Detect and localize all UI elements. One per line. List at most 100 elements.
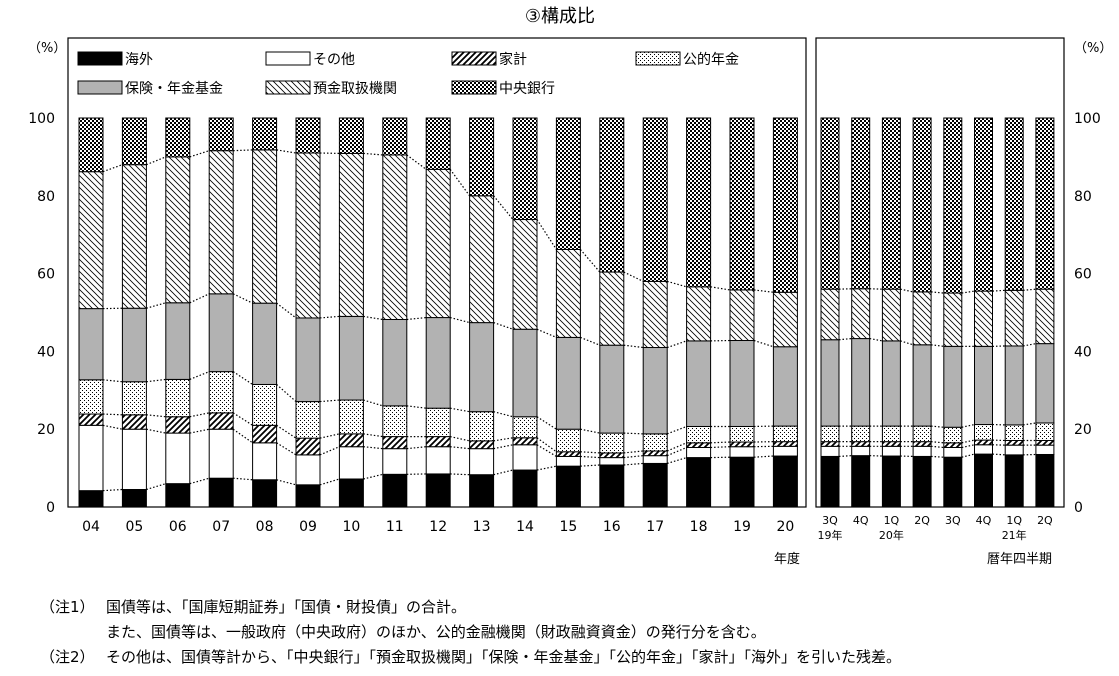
x-tick-fy-5: 09 [299,519,317,535]
connector-18-4 [869,337,883,342]
bar-fy13-9-seg-1 [469,448,495,476]
bar-q1Q-6-seg-6 [1004,117,1024,291]
connector-21-2 [961,439,975,444]
bar-fy04-0-seg-2 [78,413,104,426]
bar-fy18-14-seg-0 [686,457,712,508]
connector-12-3 [623,432,644,435]
legend-label-2: 家計 [499,51,527,68]
legend-swatch-2 [451,51,497,66]
bar-fy13-9-seg-5 [469,195,495,324]
bar-q1Q-6-seg-2 [1004,439,1024,446]
bar-fy12-8-seg-0 [425,473,451,508]
bar-fy06-2-seg-2 [165,416,191,434]
bar-q3Q-4-seg-6 [943,117,963,294]
bar-q2Q-7-seg-0 [1035,453,1055,508]
quarterly-panel-frame [815,37,1065,508]
bar-fy08-4-seg-0 [252,479,278,508]
note-2-label: （注2） [40,648,95,666]
x-axis-quarterly: 3Q 4Q 1Q 2Q 3Q 4Q 1Q 2Q 19年 20年 21年 [818,514,1054,542]
connector-2-1 [189,428,210,434]
connector-8-0 [450,473,470,476]
connector-5-4 [319,315,340,319]
bar-fy11-7-seg-5 [382,154,408,321]
bar-fy11-7-seg-0 [382,473,408,508]
bar-fy19-15-seg-0 [729,456,755,508]
x-tick-fy-7: 11 [386,519,404,535]
connector-20-0 [931,455,944,458]
y-tick-left-3: 60 [37,267,55,283]
bar-q2Q-7-seg-4 [1035,343,1055,424]
bar-q2Q-3-seg-5 [912,291,932,346]
legend-label-6: 中央銀行 [499,81,555,97]
connector-3-5 [233,149,253,152]
bar-q3Q-4-seg-4 [943,345,963,428]
bar-fy07-3-seg-3 [208,371,234,414]
connector-6-1 [363,446,383,450]
connector-5-2 [319,433,340,439]
bar-fy09-5-seg-0 [295,484,321,508]
x-tick-fy-0: 04 [82,519,100,535]
connector-12-5 [623,271,644,282]
bar-fy05-1-seg-6 [121,117,147,166]
connector-1-3 [146,378,166,383]
connector-8-1 [450,446,470,450]
bar-fy17-13-seg-5 [642,280,668,349]
connector-0-3 [102,379,123,383]
bar-fy11-7-seg-6 [382,117,408,156]
connector-11-0 [580,464,600,467]
connector-3-2 [232,412,253,426]
bar-fy15-11-seg-3 [555,428,581,453]
y-tick-left-4: 80 [37,189,55,205]
bar-q3Q-4-seg-2 [943,442,963,448]
bar-fy13-9-seg-0 [469,474,495,508]
connector-2-5 [189,150,210,158]
left-axis-unit: （%） [28,41,66,56]
legend-swatch-5 [265,80,311,95]
x-tick-fy-2: 06 [169,519,187,535]
connector-8-2 [450,436,470,442]
connector-12-0 [623,462,644,466]
connector-4-4 [276,302,297,319]
connector-21-1 [961,444,975,449]
bar-fy06-2-seg-6 [165,117,191,158]
bar-q4Q-5-seg-1 [974,444,993,455]
connector-8-3 [450,407,470,413]
bar-q3Q-4-seg-1 [943,446,963,458]
bar-q4Q-1-seg-5 [851,288,871,340]
bar-q2Q-3-seg-0 [912,455,932,508]
bar-fy04-0-seg-1 [78,424,104,492]
bar-fy08-4-seg-5 [252,149,278,304]
bar-q4Q-1-seg-2 [851,441,871,447]
y-tick-right-3: 60 [1074,267,1092,283]
x-tick-q-21: 3Q [945,514,961,527]
x-tick-fy-4: 08 [256,519,274,535]
connector-13-5 [667,280,687,288]
connector-7-5 [406,154,427,170]
legend-label-1: その他 [313,52,355,68]
note-1-line-1: 国債等は、「国庫短期証券」「国債・財投債」の合計。 [106,598,467,616]
bar-q1Q-6-seg-0 [1004,454,1024,508]
bar-fy09-5-seg-2 [295,437,321,456]
connector-23-4 [1023,343,1037,347]
quarterly-group-label: 暦年四半期 [987,552,1052,567]
connector-12-2 [623,450,644,454]
connector-21-5 [961,290,975,294]
connector-23-5 [1023,288,1036,291]
bar-fy07-3-seg-6 [208,117,234,152]
bar-fy15-11-seg-1 [555,455,581,467]
connector-15-4 [753,339,774,348]
connector-8-5 [449,168,471,197]
connector-19-5 [900,288,914,293]
y-axis-right: 0 20 40 60 80 100 [1074,111,1101,516]
connector-11-5 [579,249,601,273]
bar-q2Q-3-seg-4 [912,344,932,427]
bar-fy11-7-seg-4 [382,319,408,407]
x-tick-fy-15: 19 [733,519,751,535]
bar-q2Q-3-seg-6 [912,117,932,293]
connector-6-3 [363,399,383,407]
bar-fy20-16-seg-1 [772,445,798,457]
x-tick-fy-11: 15 [559,519,577,535]
bar-fy20-16-seg-5 [772,291,798,348]
bar-fy13-9-seg-4 [469,322,495,413]
bar-q2Q-3-seg-1 [912,445,932,457]
